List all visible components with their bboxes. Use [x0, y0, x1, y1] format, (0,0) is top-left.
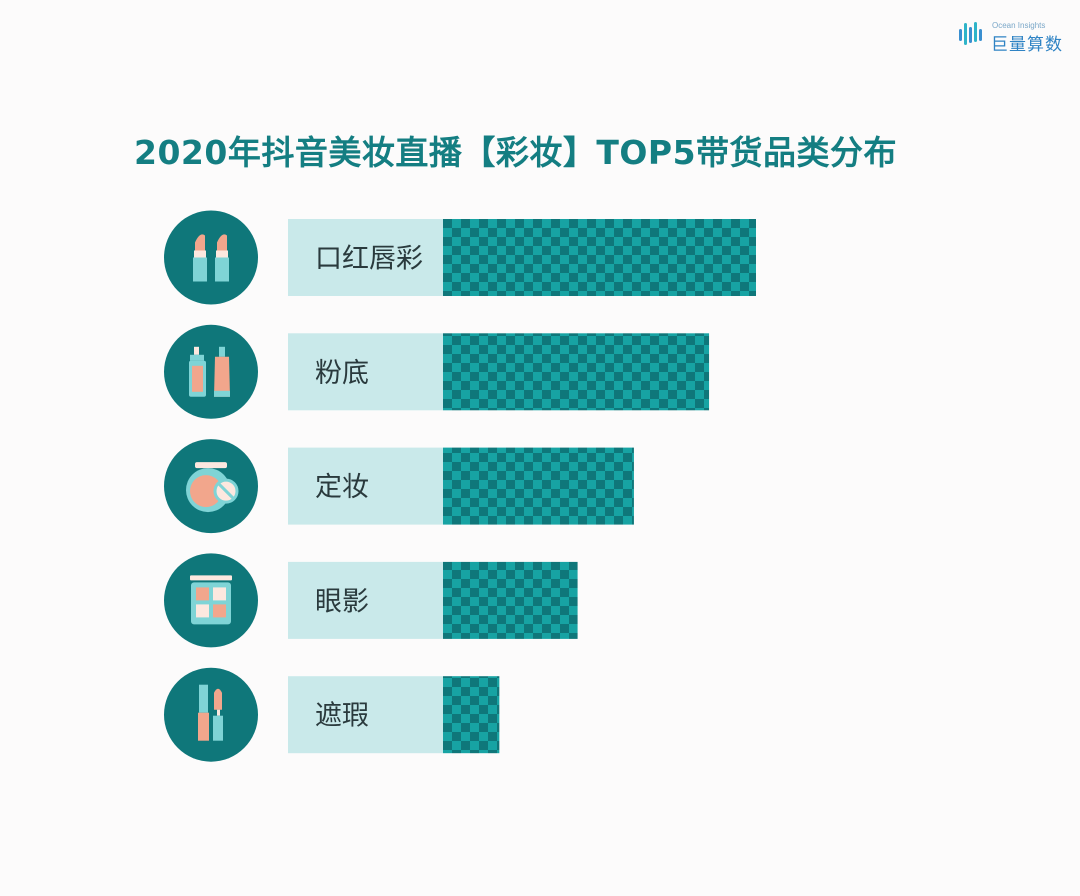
foundation-icon	[189, 346, 230, 397]
chart-title: 2020年抖音美妆直播【彩妆】TOP5带货品类分布	[134, 133, 898, 172]
bar-row: 定妆	[164, 439, 634, 534]
eyeshadow-palette-icon	[190, 575, 232, 625]
concealer-icon	[198, 684, 223, 741]
powder-compact-icon	[186, 462, 239, 513]
category-label-bg	[288, 333, 443, 411]
bar	[443, 447, 634, 525]
category-label: 口红唇彩	[315, 244, 423, 275]
bar	[443, 333, 710, 411]
category-label: 眼影	[315, 586, 369, 617]
bar	[443, 676, 500, 754]
category-label-bg	[288, 219, 443, 296]
brand-name-cn: 巨量算数	[991, 35, 1063, 55]
icon-badge	[164, 324, 258, 419]
category-label-bg	[288, 447, 443, 525]
ocean-insights-logo-icon	[959, 22, 982, 45]
icon-badge	[164, 667, 258, 762]
category-label-bg	[288, 676, 443, 754]
category-label: 定妆	[315, 472, 369, 503]
category-label: 粉底	[315, 358, 369, 389]
brand-name-en: Ocean Insights	[992, 21, 1046, 30]
bar	[443, 219, 756, 296]
bar-row: 粉底	[164, 324, 710, 419]
bar-row: 口红唇彩	[164, 210, 756, 305]
bar-row: 眼影	[164, 553, 578, 648]
category-label-bg	[288, 561, 443, 639]
brand-logo: Ocean Insights 巨量算数	[958, 18, 1068, 55]
bar-row: 遮瑕	[164, 667, 500, 762]
bar	[443, 561, 578, 639]
lipstick-icon	[193, 234, 229, 282]
category-label: 遮瑕	[315, 701, 369, 732]
icon-badge	[164, 210, 258, 305]
